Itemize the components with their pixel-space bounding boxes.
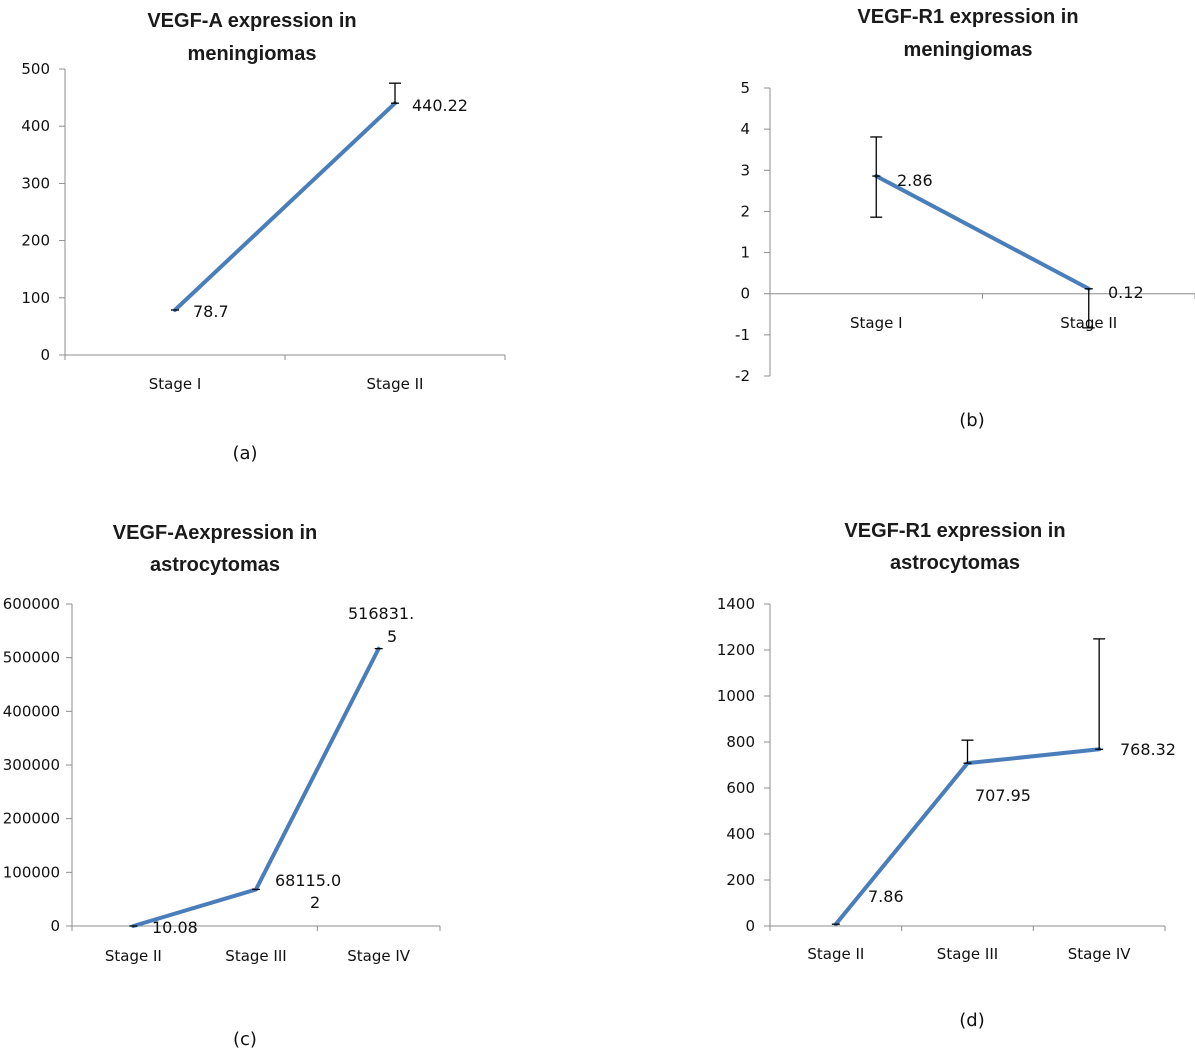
- x-category-label: Stage I: [850, 314, 903, 332]
- x-category-label: Stage II: [367, 375, 424, 393]
- data-label: 68115.0: [275, 871, 341, 890]
- data-label: 7.86: [868, 887, 904, 906]
- series-line: [131, 646, 381, 928]
- y-tick-label: 0: [745, 917, 755, 935]
- data-label: 707.95: [975, 786, 1031, 805]
- y-tick-label: 0: [40, 346, 50, 364]
- y-tick-label: 300000: [3, 756, 60, 774]
- y-tick-label: -1: [735, 326, 750, 344]
- y-tick-label: 1: [740, 244, 750, 262]
- x-category-label: Stage III: [225, 947, 286, 965]
- data-label: 516831.: [348, 604, 414, 623]
- data-label: 440.22: [412, 96, 468, 115]
- x-category-label: Stage II: [105, 947, 162, 965]
- chart-title: VEGF-A expression in: [147, 10, 356, 32]
- data-label: 0.12: [1108, 283, 1144, 302]
- y-tick-label: 1200: [717, 641, 755, 659]
- data-label: 10.08: [152, 918, 198, 937]
- chart-caption: (c): [233, 1029, 257, 1050]
- x-category-label: Stage III: [937, 945, 998, 963]
- y-tick-label: 500000: [3, 649, 60, 667]
- y-tick-label: 1400: [717, 595, 755, 613]
- x-category-label: Stage IV: [347, 947, 411, 965]
- y-tick-label: 4: [740, 120, 750, 138]
- y-tick-label: 400000: [3, 702, 60, 720]
- y-tick-label: 500: [21, 60, 50, 78]
- y-tick-label: 200000: [3, 810, 60, 828]
- chart-title: VEGF-Aexpression in: [113, 522, 318, 544]
- data-label: 2: [310, 893, 320, 912]
- y-tick-label: 2: [740, 202, 750, 220]
- x-category-label: Stage I: [149, 375, 202, 393]
- y-tick-label: 300: [21, 174, 50, 192]
- series-line: [874, 174, 1091, 291]
- y-tick-label: 5: [740, 79, 750, 97]
- x-category-label: Stage II: [807, 945, 864, 963]
- chart-caption: (d): [959, 1010, 984, 1031]
- y-tick-label: 200: [726, 871, 755, 889]
- y-tick-label: -2: [735, 367, 750, 385]
- chart-caption: (a): [232, 443, 257, 464]
- chart-caption: (b): [959, 410, 984, 431]
- y-tick-label: 800: [726, 733, 755, 751]
- y-tick-label: 600: [726, 779, 755, 797]
- chart-title: meningiomas: [904, 39, 1033, 61]
- chart-title: astrocytomas: [150, 554, 280, 576]
- y-tick-label: 100000: [3, 863, 60, 881]
- y-tick-label: 1000: [717, 687, 755, 705]
- data-label: 2.86: [897, 171, 933, 190]
- chart-title: VEGF-R1 expression in: [857, 6, 1078, 28]
- chart-title: VEGF-R1 expression in: [844, 520, 1065, 542]
- y-tick-label: 0: [50, 917, 60, 935]
- y-tick-label: 0: [740, 285, 750, 303]
- chart-title: meningiomas: [188, 43, 317, 65]
- x-category-label: Stage IV: [1068, 945, 1132, 963]
- y-tick-label: 100: [21, 289, 50, 307]
- y-tick-label: 400: [726, 825, 755, 843]
- y-tick-label: 400: [21, 117, 50, 135]
- data-label: 5: [387, 627, 397, 646]
- y-tick-label: 600000: [3, 595, 60, 613]
- y-tick-label: 3: [740, 161, 750, 179]
- series-line: [173, 101, 397, 312]
- y-tick-label: 200: [21, 232, 50, 250]
- data-label: 768.32: [1120, 740, 1176, 759]
- chart-title: astrocytomas: [890, 552, 1020, 574]
- data-label: 78.7: [193, 302, 229, 321]
